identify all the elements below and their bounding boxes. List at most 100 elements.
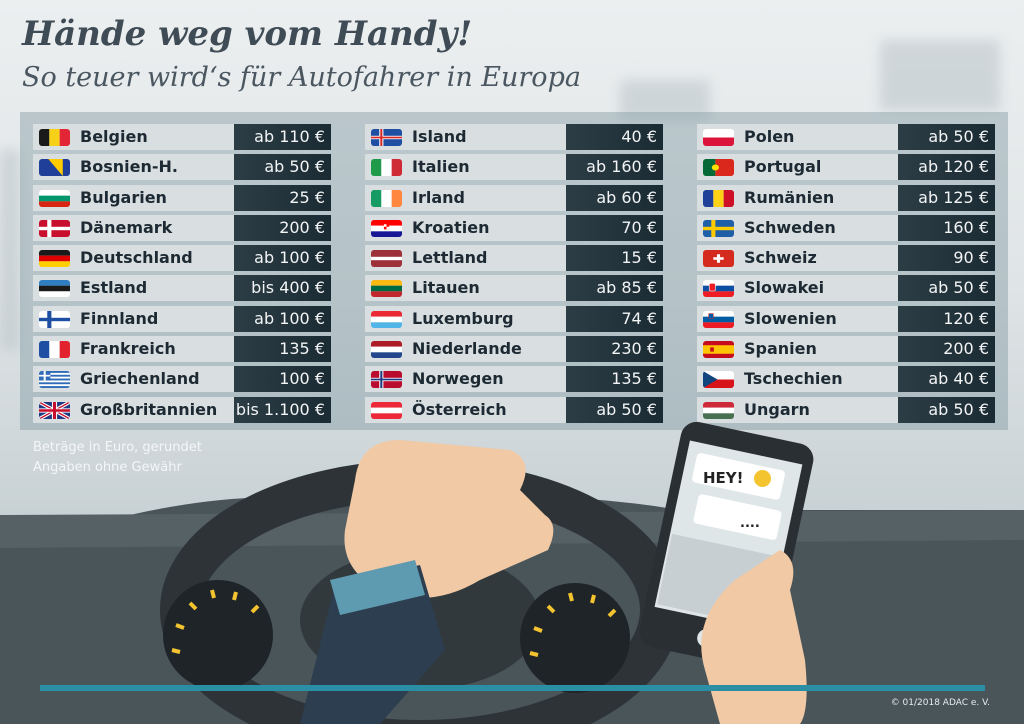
country-name: Deutschland bbox=[80, 248, 193, 268]
portugal-flag bbox=[703, 159, 734, 177]
fine-amount: ab 100 € bbox=[234, 245, 331, 272]
germany-flag bbox=[39, 250, 70, 268]
fine-amount: bis 1.100 € bbox=[234, 396, 331, 423]
fine-amount: ab 85 € bbox=[566, 275, 663, 302]
estonia-flag bbox=[39, 280, 70, 298]
phone-reply: .... bbox=[740, 516, 760, 531]
fine-amount: 135 € bbox=[234, 336, 331, 363]
country-name: Slowakei bbox=[744, 278, 825, 298]
fine-amount: ab 160 € bbox=[566, 154, 663, 181]
fine-amount: 100 € bbox=[234, 366, 331, 393]
belgium-flag bbox=[39, 129, 70, 146]
fine-amount: bis 400 € bbox=[234, 275, 331, 302]
country-row: Litauen ab 85 € bbox=[365, 275, 663, 302]
car-interior-illustration bbox=[0, 421, 1024, 724]
gauge-left bbox=[163, 580, 273, 690]
country-row: Slowenien 120 € bbox=[697, 305, 995, 332]
greece-flag bbox=[39, 371, 70, 389]
fine-amount: ab 50 € bbox=[234, 154, 331, 181]
background-building bbox=[620, 80, 710, 120]
fine-amount: 15 € bbox=[566, 245, 663, 272]
country-name: Spanien bbox=[744, 339, 817, 359]
croatia-flag bbox=[371, 219, 402, 237]
background-building bbox=[880, 40, 1000, 110]
country-row: Luxemburg 74 € bbox=[365, 305, 663, 332]
country-row: Großbritannien bis 1.100 € bbox=[33, 396, 331, 423]
slovakia-flag bbox=[703, 280, 734, 298]
country-name: Lettland bbox=[412, 248, 488, 268]
country-row: Niederlande 230 € bbox=[365, 336, 663, 363]
fine-amount: 25 € bbox=[234, 184, 331, 211]
gauge-right bbox=[520, 583, 630, 693]
fine-amount: 230 € bbox=[566, 336, 663, 363]
spain-flag bbox=[703, 341, 734, 359]
country-row: Spanien 200 € bbox=[697, 336, 995, 363]
country-name: Kroatien bbox=[412, 217, 490, 237]
iceland-flag bbox=[371, 129, 402, 146]
finland-flag bbox=[39, 310, 70, 328]
country-row: Dänemark 200 € bbox=[33, 214, 331, 241]
country-name: Slowenien bbox=[744, 308, 837, 328]
norway-flag bbox=[371, 371, 402, 389]
country-name: Schweiz bbox=[744, 248, 817, 268]
country-name: Polen bbox=[744, 127, 795, 146]
italy-flag bbox=[371, 159, 402, 177]
country-row: Irland ab 60 € bbox=[365, 184, 663, 211]
country-name: Dänemark bbox=[80, 217, 173, 237]
country-name: Belgien bbox=[80, 127, 148, 146]
country-row: Kroatien 70 € bbox=[365, 214, 663, 241]
fine-amount: 135 € bbox=[566, 366, 663, 393]
fine-amount: 120 € bbox=[898, 305, 995, 332]
poland-flag bbox=[703, 129, 734, 146]
phone-message: HEY! bbox=[703, 469, 744, 487]
country-row: Schweden 160 € bbox=[697, 214, 995, 241]
country-name: Luxemburg bbox=[412, 308, 514, 328]
fine-amount: 74 € bbox=[566, 305, 663, 332]
bosnia-flag bbox=[39, 159, 70, 177]
background-building bbox=[0, 150, 20, 350]
country-name: Bulgarien bbox=[80, 187, 167, 207]
country-name: Bosnien-H. bbox=[80, 157, 178, 177]
country-row: Deutschland ab 100 € bbox=[33, 245, 331, 272]
country-name: Schweden bbox=[744, 217, 836, 237]
country-row: Bosnien-H. ab 50 € bbox=[33, 154, 331, 181]
left-hand bbox=[344, 440, 554, 598]
country-row: Frankreich 135 € bbox=[33, 336, 331, 363]
fines-column-3: Polen ab 50 € Portugal ab 120 € Rumänien ab 1… bbox=[697, 124, 995, 427]
fine-amount: ab 100 € bbox=[234, 305, 331, 332]
fine-amount: ab 60 € bbox=[566, 184, 663, 211]
fine-amount: ab 50 € bbox=[898, 396, 995, 423]
country-row: Finnland ab 100 € bbox=[33, 305, 331, 332]
country-name: Norwegen bbox=[412, 369, 504, 389]
fine-amount: ab 110 € bbox=[234, 124, 331, 150]
france-flag bbox=[39, 341, 70, 359]
country-name: Tschechien bbox=[744, 369, 843, 389]
note-rounded: Beträge in Euro, gerundet bbox=[33, 440, 202, 455]
bulgaria-flag bbox=[39, 189, 70, 207]
switzerland-flag bbox=[703, 250, 734, 268]
country-name: Island bbox=[412, 127, 467, 146]
country-name: Finnland bbox=[80, 308, 159, 328]
fine-amount: 90 € bbox=[898, 245, 995, 272]
fine-amount: 200 € bbox=[898, 336, 995, 363]
fine-amount: ab 40 € bbox=[898, 366, 995, 393]
fine-amount: 40 € bbox=[566, 124, 663, 150]
country-name: Österreich bbox=[412, 399, 507, 419]
fine-amount: ab 50 € bbox=[898, 124, 995, 150]
right-hand bbox=[701, 550, 807, 724]
latvia-flag bbox=[371, 250, 402, 268]
country-row: Norwegen 135 € bbox=[365, 366, 663, 393]
country-row: Polen ab 50 € bbox=[697, 124, 995, 150]
lithuania-flag bbox=[371, 280, 402, 298]
country-row: Österreich ab 50 € bbox=[365, 396, 663, 423]
country-name: Irland bbox=[412, 187, 465, 207]
country-row: Griechenland 100 € bbox=[33, 366, 331, 393]
ireland-flag bbox=[371, 189, 402, 207]
jacket-sleeve bbox=[300, 565, 445, 724]
country-row: Lettland 15 € bbox=[365, 245, 663, 272]
country-name: Italien bbox=[412, 157, 470, 177]
fine-amount: ab 120 € bbox=[898, 154, 995, 181]
czech-flag bbox=[703, 371, 734, 389]
fine-amount: ab 50 € bbox=[566, 396, 663, 423]
